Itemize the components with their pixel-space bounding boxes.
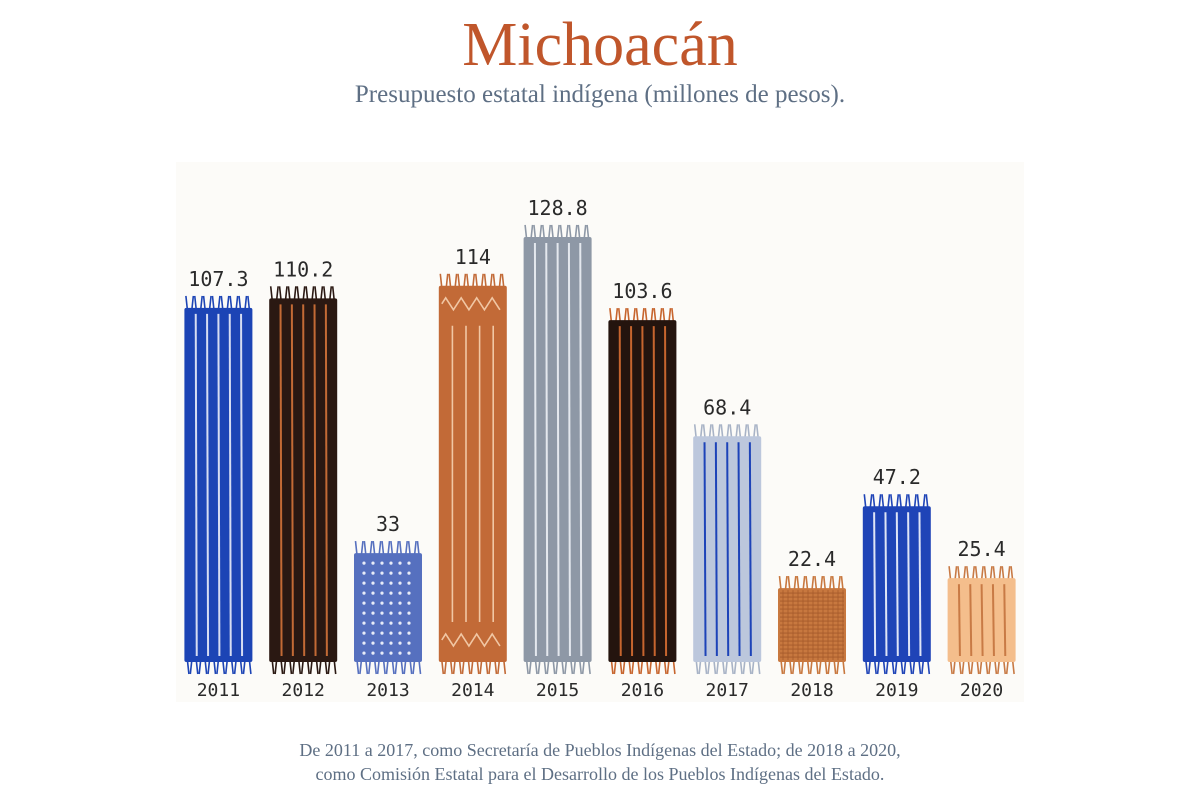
bar-group-2014 <box>438 273 507 675</box>
bar-group-2015 <box>523 224 592 675</box>
bar-group-2013 <box>354 541 422 675</box>
bar-fringe-2012 <box>269 286 337 675</box>
value-label-2011: 107.3 <box>188 267 248 291</box>
year-label-2018: 2018 <box>790 680 833 701</box>
year-label-2017: 2017 <box>706 680 749 701</box>
bar-pattern-2016 <box>618 326 668 657</box>
bar-pattern-2013 <box>362 561 411 655</box>
value-label-2013: 33 <box>376 512 400 536</box>
bar-group-2019 <box>862 494 931 675</box>
year-label-2019: 2019 <box>875 680 918 701</box>
value-label-2019: 47.2 <box>873 465 921 489</box>
footnote: De 2011 a 2017, como Secretaría de Puebl… <box>0 738 1200 786</box>
bar-group-2012 <box>269 286 338 675</box>
bar-pattern-2015 <box>533 242 583 657</box>
year-label-2013: 2013 <box>366 680 409 701</box>
year-label-2020: 2020 <box>960 680 1003 701</box>
bar-group-2018 <box>778 575 846 675</box>
year-label-2014: 2014 <box>451 680 494 701</box>
bar-fringe-2019 <box>863 494 931 675</box>
bar-2013 <box>354 553 422 662</box>
chart-subtitle: Presupuesto estatal indígena (millones d… <box>354 81 846 108</box>
bar-pattern-2014 <box>441 296 501 648</box>
bar-pattern-2012 <box>279 304 328 657</box>
bar-group-2020 <box>947 566 1016 675</box>
value-label-2020: 25.4 <box>958 537 1006 561</box>
bar-pattern-2020 <box>957 584 1007 657</box>
value-label-2014: 114 <box>455 245 491 269</box>
value-label-2017: 68.4 <box>703 395 751 419</box>
value-label-2016: 103.6 <box>612 279 672 303</box>
footnote-line-1: De 2011 a 2017, como Secretaría de Puebl… <box>299 740 901 760</box>
bar-pattern-2019 <box>873 512 922 657</box>
year-label-2012: 2012 <box>282 680 325 701</box>
chart-panel: 107.3 2011 110.2 2012 33 2013 114 2014 128.8 2015… <box>176 162 1024 702</box>
chart-title: Michoacán <box>462 11 738 79</box>
bar-fringe-2015 <box>524 224 591 675</box>
year-label-2015: 2015 <box>536 680 579 701</box>
bar-fringe-2011 <box>185 295 252 675</box>
bar-group-2017 <box>693 424 762 675</box>
bar-pattern-2011 <box>194 313 244 657</box>
footnote-line-2: como Comisión Estatal para el Desarrollo… <box>315 764 885 784</box>
value-label-2015: 128.8 <box>527 196 587 220</box>
bar-fringe-2017 <box>693 424 761 675</box>
year-label-2016: 2016 <box>621 680 664 701</box>
bar-2014 <box>438 285 507 662</box>
value-label-2018: 22.4 <box>788 547 836 571</box>
bar-fringe-2013 <box>354 541 422 675</box>
bar-pattern-2018 <box>780 590 844 660</box>
value-label-2012: 110.2 <box>273 257 333 281</box>
bar-fringe-2018 <box>778 575 846 675</box>
bar-fringe-2016 <box>609 308 676 675</box>
bar-group-2011 <box>184 295 253 675</box>
bar-group-2016 <box>608 308 677 675</box>
year-label-2011: 2011 <box>197 680 240 701</box>
bar-chart: 107.3 2011 110.2 2012 33 2013 114 2014 128.8 2015… <box>184 196 1016 701</box>
bar-pattern-2017 <box>703 442 752 657</box>
bar-fringe-2020 <box>948 566 1015 675</box>
bar-fringe-2014 <box>439 273 507 675</box>
